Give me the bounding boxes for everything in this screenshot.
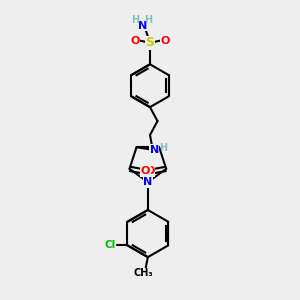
Text: S: S [146, 36, 154, 50]
Text: H: H [144, 15, 152, 26]
Text: N: N [150, 145, 159, 155]
Text: O: O [130, 36, 140, 46]
Text: CH₃: CH₃ [134, 268, 153, 278]
Text: O: O [141, 166, 150, 176]
Text: H: H [159, 143, 167, 153]
Text: N: N [143, 177, 152, 187]
Text: O: O [160, 36, 170, 46]
Text: H: H [131, 15, 139, 26]
Text: Cl: Cl [105, 240, 116, 250]
Text: N: N [138, 21, 147, 31]
Text: O: O [146, 166, 155, 176]
